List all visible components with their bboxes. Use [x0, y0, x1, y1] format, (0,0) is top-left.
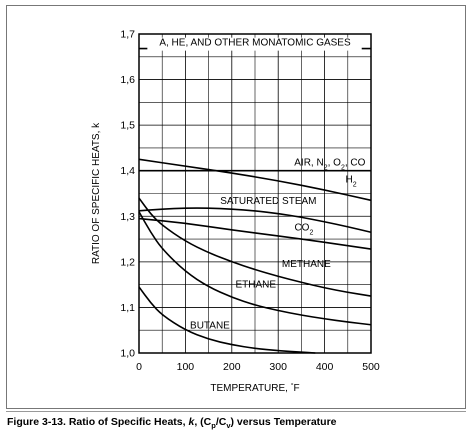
y-tick-label: 1,5	[120, 120, 135, 132]
curve-h2	[138, 158, 372, 202]
caption-v: v	[226, 421, 231, 431]
y-tick-labels: 1,0 1,1 1,2 1,3 1,4 1,5 1,6 1,7	[120, 29, 135, 360]
y-axis-title: RATIO OF SPECIFIC HEATS, k	[91, 122, 102, 264]
x-axis-title: TEMPERATURE, °F	[210, 382, 299, 395]
y-tick-label: 1,6	[120, 74, 135, 86]
figure-frame	[6, 5, 466, 409]
x-axis-title-degree: °	[291, 382, 294, 390]
curve-methane	[138, 197, 372, 297]
curve-ethane	[138, 211, 372, 326]
x-tick-label: 400	[316, 361, 334, 373]
co2-label-main: CO	[294, 223, 309, 234]
curve-co2	[138, 217, 372, 250]
curve-butane	[138, 286, 316, 354]
air-label-sub1: 2	[324, 164, 328, 171]
air-label-sub2: 2	[341, 164, 345, 171]
x-tick-labels: 0 100 200 300 400 500	[136, 361, 380, 373]
figure-caption: Figure 3-13. Ratio of Specific Heats, k,…	[7, 416, 337, 430]
caption-divider	[6, 411, 466, 412]
caption-slash: /C	[215, 416, 227, 428]
caption-suffix: ) versus Temperature	[230, 416, 337, 428]
air-label-tail: , CO	[345, 158, 366, 169]
x-tick-label: 100	[177, 361, 195, 373]
caption-k: k	[188, 416, 195, 428]
y-tick-label: 1,3	[120, 211, 135, 223]
curve-label-methane: METHANE	[282, 259, 331, 270]
y-tick-label: 1,1	[120, 302, 135, 314]
x-tick-label: 0	[136, 361, 142, 373]
air-label-main: AIR, N	[294, 158, 323, 169]
curve-saturated-steam	[138, 207, 372, 234]
h2-label-sub: 2	[353, 181, 357, 188]
x-tick-label: 200	[223, 361, 241, 373]
x-axis-title-main: TEMPERATURE,	[210, 383, 290, 394]
caption-comma: , (C	[194, 416, 212, 428]
plot-border	[138, 33, 372, 354]
air-label-mid1: , O	[328, 158, 342, 169]
co2-label-sub: 2	[309, 229, 313, 236]
curve-label-ethane: ETHANE	[236, 279, 277, 290]
curves	[138, 47, 372, 354]
curve-label-h2: H2	[345, 175, 356, 189]
monatomic-label-box	[147, 37, 362, 51]
h2-label-main: H	[345, 175, 352, 186]
x-tick-label: 500	[362, 361, 380, 373]
x-tick-label: 300	[269, 361, 287, 373]
y-tick-label: 1,4	[120, 165, 135, 177]
y-tick-label: 1,0	[120, 348, 135, 360]
caption-prefix: Figure 3-13. Ratio of Specific Heats,	[7, 416, 189, 428]
curve-label-air: AIR, N2, O2, CO	[294, 158, 365, 172]
y-tick-label: 1,7	[120, 29, 135, 41]
x-axis-title-unit: F	[294, 383, 300, 394]
curve-label-monatomic: A, HE, AND OTHER MONATOMIC GASES	[159, 38, 351, 49]
y-tick-label: 1,2	[120, 256, 135, 268]
caption-p: p	[211, 421, 216, 431]
curve-label-co2: CO2	[294, 223, 313, 237]
curve-label-butane: BUTANE	[190, 320, 230, 331]
curve-label-saturated-steam: SATURATED STEAM	[220, 196, 316, 207]
